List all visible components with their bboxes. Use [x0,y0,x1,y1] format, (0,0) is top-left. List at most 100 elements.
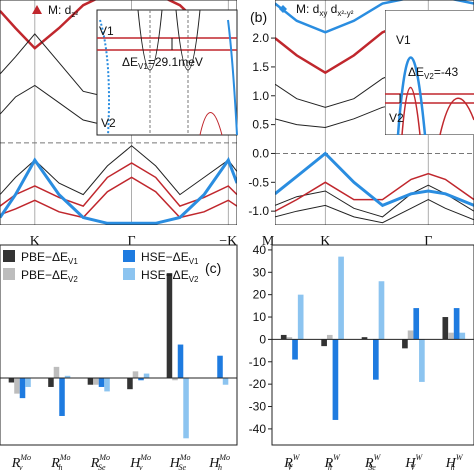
inset-band [175,9,201,71]
bar [321,339,327,347]
y-tick-label: 2.0 [252,31,269,45]
legend-label: M: dz² [48,3,78,19]
category-sup: Mo [139,453,151,462]
inset-band [401,86,421,135]
inset-band [199,112,223,136]
panel-label: (c) [205,260,221,276]
legend-marker [279,5,287,13]
legend-text: PBE−ΔE [21,268,68,282]
inset-band [396,56,427,135]
inset-label: V2 [101,116,116,130]
bar [453,308,460,340]
text: =29.1meV [148,55,203,69]
bar [19,378,26,399]
bar [332,339,339,420]
category-sub: v [139,463,143,472]
plot-frame [0,244,238,446]
bar [217,355,223,379]
category-sup: Mo [218,453,230,462]
category-base: R [50,456,60,471]
category-sup: Mo [179,453,191,462]
band-line [0,156,237,225]
inset-annotation: ΔEV2=-43 [408,65,459,81]
category-sup: Mo [19,453,31,462]
panel-label: (b) [250,9,267,25]
category-sup: W [416,453,424,462]
bar [172,378,178,381]
legend-label: PBE−ΔEV1 [21,250,78,266]
y-tick-label: -20 [249,377,267,391]
y-tick-label: 1.5 [252,60,269,74]
category-sub: h [328,463,332,472]
legend-label: HSE−ΔEV1 [141,250,199,266]
x-tick-label: Γ [424,234,432,249]
subscript: V1 [138,62,148,71]
category-base: H [169,456,181,471]
y-tick-label: 1.0 [252,89,269,103]
bar [132,371,139,379]
y-tick-label: 40 [253,243,267,257]
bar [143,373,150,379]
subscript: z² [71,10,78,19]
legend-swatch [123,250,135,262]
category-base: H [445,456,457,471]
inset-band [99,19,110,136]
band-line [275,151,474,208]
legend-swatch [123,268,135,280]
bar [413,308,420,340]
band-line [0,176,237,219]
category-sup: Mo [59,453,71,462]
category-base: R [90,456,100,471]
legend-swatch [3,250,15,262]
legend-text: HSE−ΔE [141,250,189,264]
legend-sub: V1 [68,257,78,266]
category-sub: V [287,463,293,472]
subscript: x²-y² [337,9,353,18]
category-sub: h [218,463,222,472]
legend-sub: V2 [68,275,78,284]
y-tick-label: 0.0 [252,146,269,160]
band-line [275,184,474,218]
inset-b: V1 V2 ΔEV2=-43 [385,10,474,135]
legend-label: M: dxy dx²-y² [296,2,354,18]
legend-sub: V1 [189,257,199,266]
x-tick-label: K [30,234,40,249]
plot-frame [271,244,474,446]
x-tick-label: Γ [128,234,136,249]
x-tick-label: HMo Se [169,453,191,472]
x-tick-label: HMo v [129,453,151,472]
category-sup: W [293,453,301,462]
inset-band [137,9,163,71]
inset-a: V1 V2 ΔEV1=29.1meV [96,9,238,136]
category-base: H [129,456,141,471]
bar [87,378,94,385]
bar [326,334,333,340]
category-sup: Mo [98,453,110,462]
category-sup: W [333,453,341,462]
bar [138,378,144,381]
bar [8,378,15,383]
bar [280,334,287,340]
legend-label: HSE−ΔEV2 [141,268,199,284]
text: ΔE [408,65,424,79]
category-sup: W [456,453,464,462]
category-sub: Se [98,463,106,472]
bar [448,332,454,340]
category-base: H [208,456,220,471]
text: =-43 [434,65,459,79]
bar [104,378,110,392]
bar [459,332,466,340]
bar [402,339,408,349]
bar [25,378,31,387]
x-tick-label: −K [219,234,237,249]
band-line [275,172,474,212]
y-tick-label: -30 [249,400,267,414]
x-tick-label: K [320,234,330,249]
bar [59,378,65,416]
inset-label: V1 [396,33,411,47]
bar [292,339,298,360]
text: M: d [296,2,319,16]
bar [183,378,189,439]
bar [166,273,173,379]
